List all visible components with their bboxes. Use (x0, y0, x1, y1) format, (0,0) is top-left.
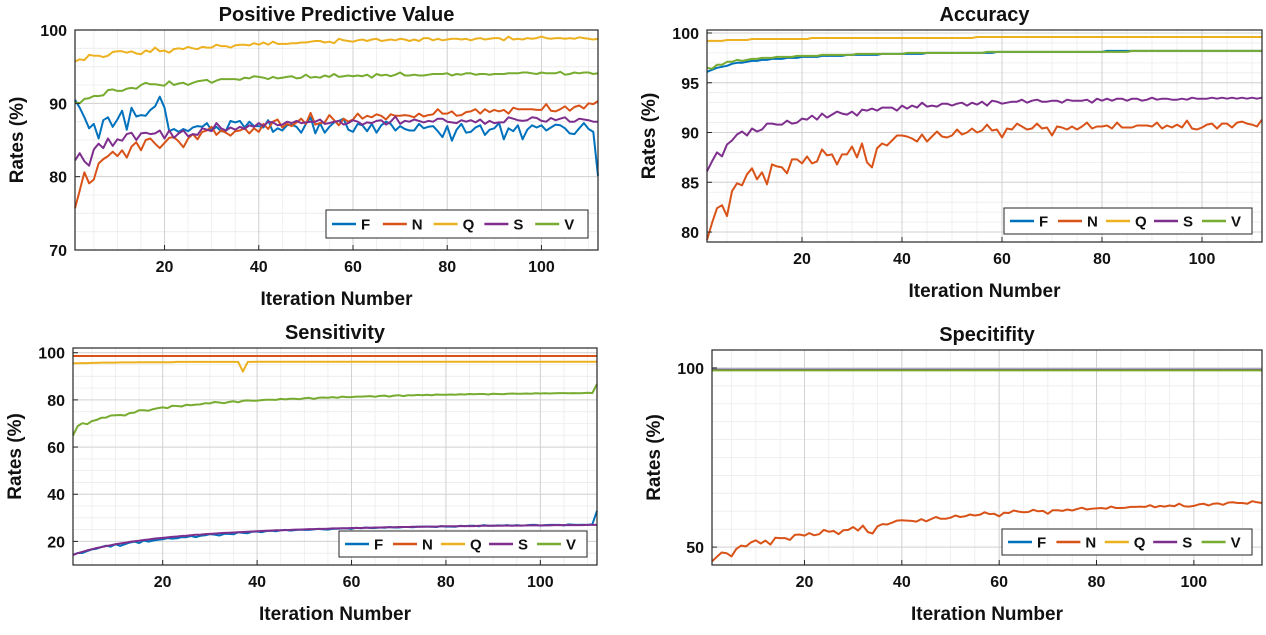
x-tick-label: 20 (156, 259, 174, 276)
chart-panel-2: 20 40 60 80 100 20 40 60 80 100 Sensitivity Iterati… (5, 322, 598, 625)
series-line-N (711, 500, 1263, 563)
chart-panel-3: 20 40 60 80 100 50 100 Specitifity Iteration Num… (644, 324, 1263, 625)
y-tick-label: 85 (681, 175, 699, 192)
series-line-V (706, 49, 1262, 70)
legend-label-S: S (513, 217, 523, 234)
y-axis-label: Rates (%) (639, 93, 660, 180)
x-tick-label: 60 (990, 574, 1008, 591)
y-tick-label: 80 (49, 170, 67, 187)
x-tick-label: 100 (1181, 574, 1208, 591)
series-line-Q (707, 36, 1262, 42)
series-line-V (74, 70, 599, 105)
legend-label-S: S (1183, 214, 1193, 231)
y-tick-label: 80 (47, 393, 65, 410)
y-axis-label: Rates (%) (7, 97, 28, 184)
axes-box (74, 29, 599, 251)
y-tick-label: 95 (681, 76, 699, 93)
x-axis-label: Iteration Number (908, 281, 1061, 302)
x-tick-label: 40 (893, 251, 911, 268)
axes-box (706, 29, 1263, 243)
axes-box (72, 347, 598, 566)
plot-area (707, 30, 1262, 242)
x-tick-label: 20 (154, 574, 172, 591)
chart-title: Specitifity (939, 324, 1035, 346)
chart-panel-0: 20 40 60 80 100 70 80 90 100 Positive Predictive … (7, 4, 599, 310)
y-tick-label: 90 (681, 126, 699, 143)
legend-label-N: N (1085, 535, 1096, 552)
legend-label-F: F (1037, 535, 1046, 552)
legend-label-V: V (566, 537, 576, 554)
legend-label-S: S (1182, 535, 1192, 552)
chart-title: Sensitivity (285, 322, 386, 344)
y-axis-label: Rates (%) (644, 414, 665, 501)
legend-label-S: S (518, 537, 528, 554)
y-axis-label: Rates (%) (5, 413, 26, 500)
y-tick-label: 40 (47, 487, 65, 504)
chart-title: Positive Predictive Value (219, 4, 455, 26)
x-tick-label: 100 (1189, 251, 1216, 268)
x-tick-label: 100 (528, 259, 555, 276)
legend-label-N: N (1087, 214, 1098, 231)
x-tick-label: 40 (250, 259, 268, 276)
x-tick-label: 40 (893, 574, 911, 591)
y-tick-label: 60 (47, 440, 65, 457)
x-tick-label: 80 (1093, 251, 1111, 268)
grid (707, 30, 1262, 243)
series-line-N (74, 100, 599, 209)
x-tick-label: 20 (796, 574, 814, 591)
legend-label-Q: Q (470, 537, 482, 554)
legend-label-Q: Q (1135, 214, 1147, 231)
series-line-S (72, 523, 597, 556)
y-tick-label: 100 (672, 26, 699, 43)
series-line-V (72, 383, 598, 436)
legend-label-V: V (1231, 535, 1241, 552)
legend-label-V: V (564, 217, 574, 234)
y-tick-label: 100 (38, 346, 65, 363)
legend-label-F: F (1039, 214, 1048, 231)
x-tick-label: 80 (1088, 574, 1106, 591)
y-tick-label: 50 (686, 540, 704, 557)
legend-label-V: V (1231, 214, 1241, 231)
x-tick-label: 60 (343, 574, 361, 591)
chart-title: Accuracy (939, 4, 1030, 26)
series-line-N (706, 119, 1263, 241)
legend-label-F: F (374, 537, 383, 554)
chart-panel-1: 20 40 60 80 100 80 85 90 95 100 Accuracy Iteration … (639, 4, 1263, 302)
x-axis-label: Iteration Number (911, 604, 1064, 625)
series-line-Q (73, 360, 597, 373)
x-axis-label: Iteration Number (259, 604, 412, 625)
series-line-S (706, 96, 1263, 172)
x-tick-label: 100 (527, 574, 554, 591)
x-tick-label: 60 (993, 251, 1011, 268)
x-tick-label: 20 (793, 251, 811, 268)
axes-box (711, 349, 1263, 566)
legend-label-F: F (361, 217, 370, 234)
x-tick-label: 80 (437, 574, 455, 591)
y-tick-label: 70 (49, 243, 67, 260)
legend-label-N: N (422, 537, 433, 554)
y-tick-label: 100 (677, 361, 704, 378)
y-tick-label: 20 (47, 534, 65, 551)
x-tick-label: 40 (248, 574, 266, 591)
series-line-Q (74, 35, 599, 63)
y-tick-label: 80 (681, 225, 699, 242)
x-tick-label: 60 (344, 259, 362, 276)
x-tick-label: 80 (438, 259, 456, 276)
y-tick-label: 90 (49, 96, 67, 113)
y-tick-label: 100 (40, 23, 67, 40)
legend-label-Q: Q (463, 217, 475, 234)
legend-label-N: N (412, 217, 423, 234)
legend-label-Q: Q (1134, 535, 1146, 552)
series-line-S (74, 115, 598, 167)
x-axis-label: Iteration Number (260, 289, 413, 310)
